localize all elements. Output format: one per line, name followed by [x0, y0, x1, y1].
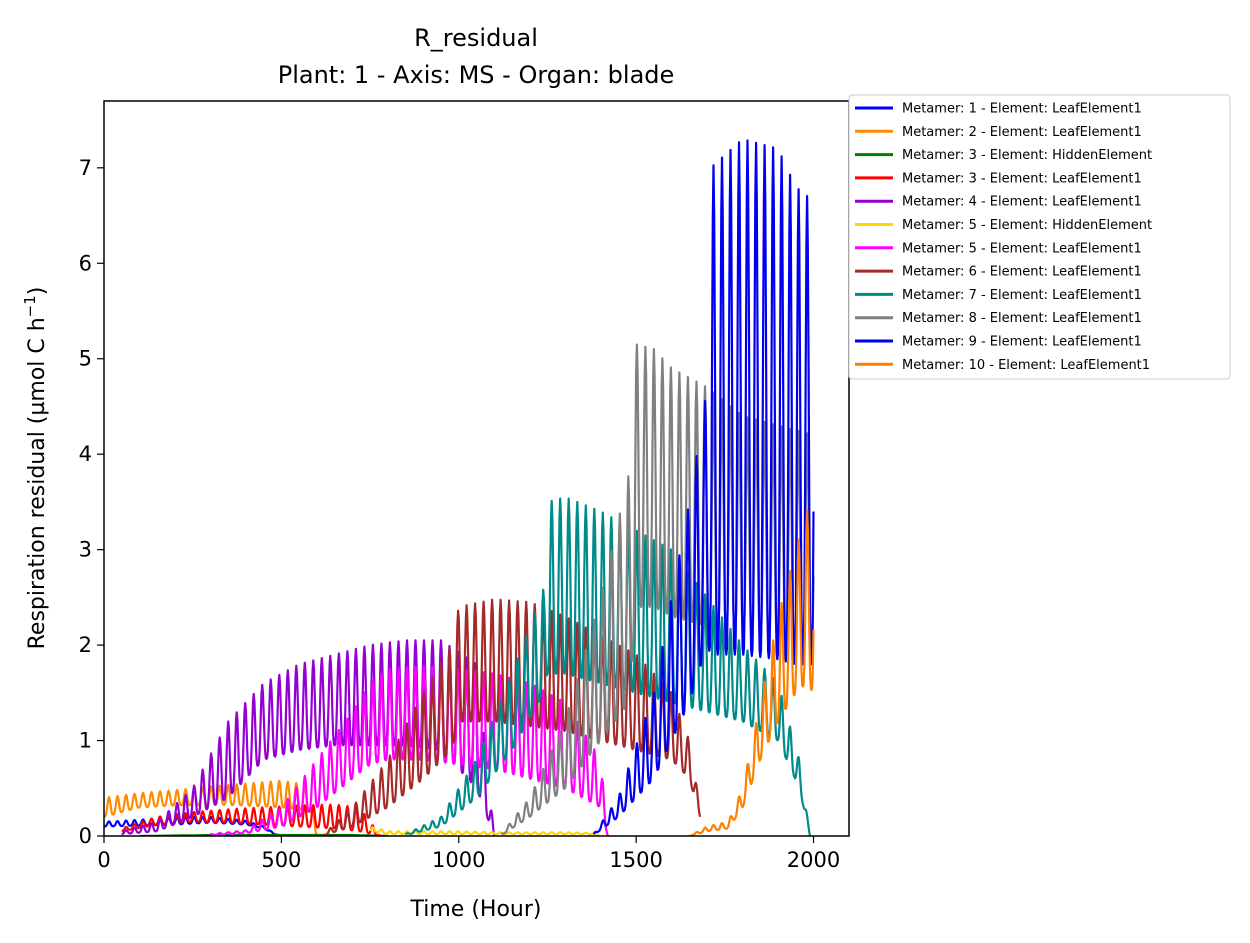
- legend-label: Metamer: 5 - Element: LeafElement1: [902, 241, 1142, 256]
- x-tick-label: 500: [261, 848, 301, 872]
- legend-label: Metamer: 3 - Element: HiddenElement: [902, 148, 1152, 163]
- y-axis-label: Respiration residual (µmol C h−1): [21, 287, 50, 650]
- series-line-4: [121, 803, 382, 836]
- series-line-2: [104, 779, 318, 836]
- plot-area-frame: [103, 100, 850, 837]
- legend-label: Metamer: 4 - Element: LeafElement1: [902, 195, 1142, 210]
- y-tick-label: 2: [79, 633, 92, 657]
- y-tick-label: 6: [79, 251, 92, 275]
- series-line-8: [323, 598, 702, 836]
- chart-title: R_residual: [414, 24, 538, 52]
- y-tick-label: 7: [79, 156, 92, 180]
- chart-subtitle: Plant: 1 - Axis: MS - Organ: blade: [278, 61, 675, 89]
- y-tick-label: 3: [79, 538, 92, 562]
- x-axis-label: Time (Hour): [410, 897, 542, 922]
- x-tick-label: 0: [97, 848, 110, 872]
- x-tick-label: 2000: [787, 848, 840, 872]
- legend-label: Metamer: 5 - Element: HiddenElement: [902, 218, 1152, 233]
- y-tick-label: 0: [79, 824, 92, 848]
- legend-label: Metamer: 10 - Element: LeafElement1: [902, 358, 1150, 373]
- x-axis: 0 500 1000 1500 2000: [97, 836, 840, 872]
- x-tick-label: 1000: [432, 848, 485, 872]
- legend-label: Metamer: 3 - Element: LeafElement1: [902, 171, 1142, 186]
- series-line-6: [369, 826, 602, 836]
- legend-label: Metamer: 8 - Element: LeafElement1: [902, 311, 1142, 326]
- legend-label: Metamer: 9 - Element: LeafElement1: [902, 335, 1142, 350]
- series-line-11: [592, 139, 815, 835]
- series-line-9: [404, 497, 812, 836]
- legend-label: Metamer: 7 - Element: LeafElement1: [902, 288, 1142, 303]
- series-line-5: [121, 639, 496, 836]
- series-line-7: [210, 664, 609, 836]
- y-tick-label: 4: [79, 442, 92, 466]
- legend-label: Metamer: 2 - Element: LeafElement1: [902, 125, 1142, 140]
- legend: Metamer: 1 - Element: LeafElement1 Metame…: [848, 94, 1231, 380]
- y-tick-label: 1: [79, 729, 92, 753]
- legend-label: Metamer: 6 - Element: LeafElement1: [902, 265, 1142, 280]
- x-tick-label: 1500: [609, 848, 662, 872]
- y-tick-label: 5: [79, 347, 92, 371]
- y-axis: 0 1 2 3 4 5 6 7: [79, 156, 104, 848]
- series-line-12: [688, 509, 815, 836]
- legend-frame: [848, 94, 1231, 380]
- legend-label: Metamer: 1 - Element: LeafElement1: [902, 102, 1142, 117]
- series-layer: [104, 139, 815, 836]
